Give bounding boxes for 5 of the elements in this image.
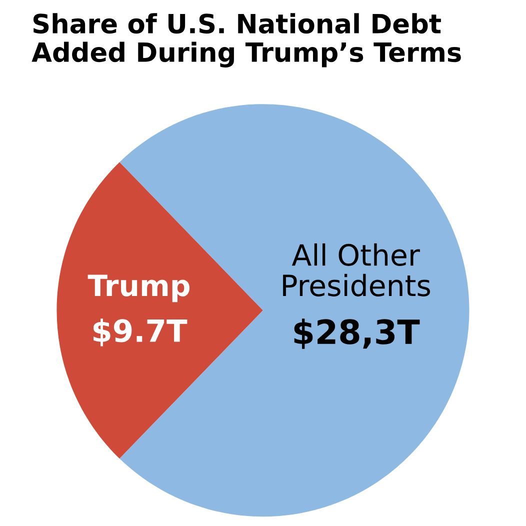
slice-label: All Other Presidents — [283, 243, 430, 296]
data-label: $28,3T — [294, 318, 420, 349]
chart-title: Share of U.S. National Debt Added During Trump’s Terms — [32, 13, 461, 68]
data-label: $9.7T — [94, 318, 188, 346]
slice-label: Trump — [88, 274, 190, 302]
